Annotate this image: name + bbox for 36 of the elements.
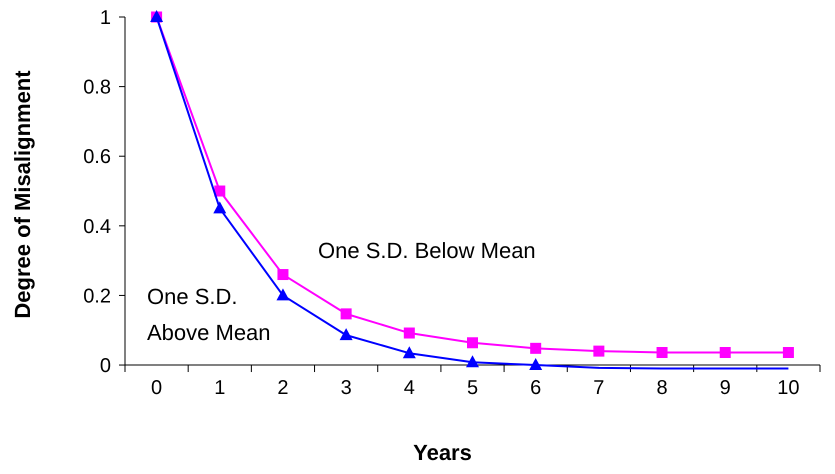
x-tick-label: 0 [151, 377, 162, 399]
point [530, 342, 542, 354]
x-tick-label: 4 [404, 377, 415, 399]
x-tick-label: 1 [214, 377, 226, 399]
y-tick-label: 1 [100, 7, 111, 29]
y-tick-label: 0.8 [83, 76, 111, 99]
y-tick-label: 0.2 [83, 285, 111, 308]
point [340, 308, 352, 320]
point [720, 347, 731, 358]
x-tick-label: 5 [466, 377, 478, 399]
series-label: One S.D. Above Mean [147, 284, 271, 345]
series-label: One S.D. Below Mean [318, 238, 536, 263]
x-axis-title: Years [413, 440, 472, 465]
point [656, 347, 668, 358]
y-tick-label: 0.6 [83, 146, 111, 168]
point [402, 346, 416, 358]
y-tick-label: 0 [100, 355, 111, 378]
x-tick-label: 3 [340, 377, 352, 399]
x-tick-label: 9 [720, 377, 731, 399]
point [467, 337, 478, 348]
point [276, 288, 290, 300]
y-tick-label: 0.4 [83, 216, 111, 238]
x-tick-label: 2 [277, 377, 289, 399]
y-axis-title: Degree of Misalignment [10, 70, 35, 319]
point [214, 186, 226, 197]
x-tick-label: 10 [777, 377, 800, 399]
point [782, 347, 794, 358]
point [340, 328, 353, 340]
point [277, 269, 288, 280]
point [593, 346, 604, 357]
x-tick-label: 6 [530, 377, 542, 399]
point [213, 201, 226, 214]
point [466, 355, 479, 368]
x-tick-label: 8 [656, 377, 668, 399]
point [404, 328, 415, 339]
x-tick-label: 7 [593, 377, 604, 399]
